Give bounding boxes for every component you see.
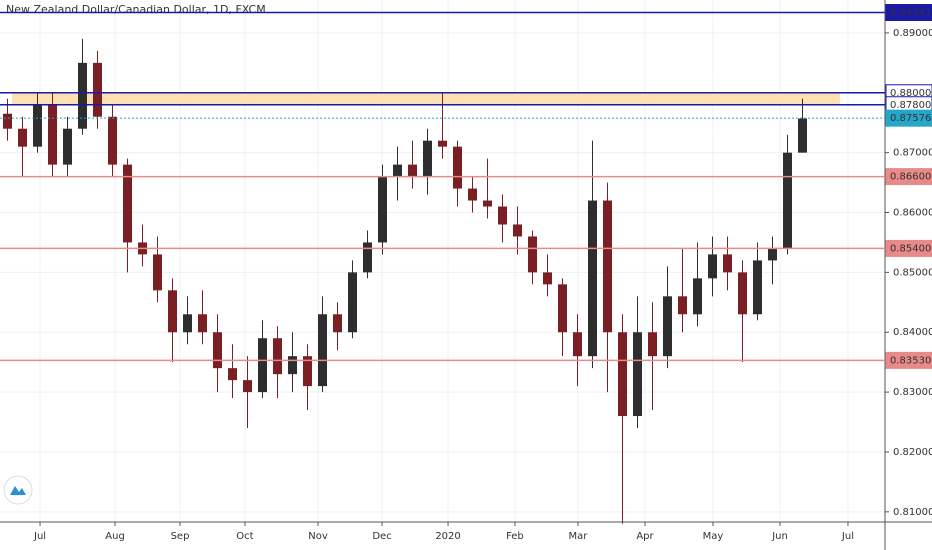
- resistance-zone: [12, 92, 840, 105]
- candle-body: [768, 248, 777, 261]
- x-tick-label: Jun: [771, 531, 788, 542]
- candle-body: [243, 380, 252, 393]
- candle-body: [498, 206, 507, 225]
- candle-body: [78, 62, 87, 129]
- chart-title: New Zealand Dollar/Canadian Dollar, 1D, …: [6, 3, 266, 16]
- level-label-bg: [885, 4, 932, 22]
- level-label: 0.89341: [890, 8, 931, 19]
- level-label: 0.87800: [890, 100, 931, 111]
- candle-body: [228, 368, 237, 381]
- candle-body: [648, 332, 657, 357]
- candle-body: [33, 104, 42, 147]
- x-tick-label: Apr: [636, 531, 654, 542]
- plot-area: [0, 0, 885, 524]
- candle-body: [573, 332, 582, 357]
- candle-body: [198, 314, 207, 333]
- candle-body: [168, 290, 177, 333]
- level-label-bg: [885, 239, 932, 257]
- candle-body: [543, 272, 552, 285]
- candle-body: [378, 176, 387, 243]
- candle-body: [723, 254, 732, 273]
- level-label: 0.85400: [890, 243, 931, 254]
- candle-body: [798, 118, 807, 153]
- level-label: 0.88000: [890, 88, 931, 99]
- candle-body: [708, 254, 717, 279]
- candle-body: [3, 113, 12, 129]
- candle-body: [423, 140, 432, 177]
- candle-body: [678, 296, 687, 315]
- x-tick-label: Mar: [569, 531, 589, 542]
- level-label: 0.86600: [890, 172, 931, 183]
- candle-body: [213, 332, 222, 369]
- candle-body: [783, 152, 792, 249]
- y-tick-label: 0.89000: [893, 28, 932, 39]
- level-label-bg: [885, 168, 932, 186]
- candle-body: [393, 164, 402, 177]
- y-tick-label: 0.82000: [893, 447, 932, 458]
- x-tick-label: May: [703, 531, 724, 542]
- level-label: 0.87576: [890, 113, 931, 124]
- candle-body: [633, 332, 642, 417]
- x-tick-label: Dec: [372, 531, 391, 542]
- y-tick-label: 0.86000: [893, 208, 932, 219]
- candle-body: [738, 272, 747, 315]
- candle-body: [408, 164, 417, 177]
- candle-body: [603, 200, 612, 333]
- candle-body: [618, 332, 627, 417]
- logo-icon: [10, 486, 26, 495]
- x-tick-label: Nov: [308, 531, 328, 542]
- level-label-bg: [885, 109, 932, 127]
- candle-body: [588, 200, 597, 357]
- candle-body: [63, 128, 72, 165]
- candle-body: [438, 140, 447, 147]
- candle-body: [333, 314, 342, 333]
- candle-body: [123, 164, 132, 243]
- candle-body: [258, 338, 267, 393]
- level-label: 0.83530: [890, 355, 931, 366]
- candle-body: [318, 314, 327, 387]
- candle-body: [558, 284, 567, 333]
- x-tick-label: 2020: [435, 531, 460, 542]
- x-tick-label: Jul: [841, 531, 854, 542]
- candle-body: [18, 128, 27, 147]
- y-tick-label: 0.83000: [893, 387, 932, 398]
- candle-body: [663, 296, 672, 357]
- candle-body: [483, 200, 492, 207]
- x-tick-label: Oct: [236, 531, 253, 542]
- candle-body: [348, 272, 357, 333]
- candle-body: [453, 146, 462, 189]
- y-tick-label: 0.84000: [893, 327, 932, 338]
- x-tick-label: Jul: [33, 531, 46, 542]
- candle-body: [183, 314, 192, 333]
- candle-body: [273, 338, 282, 375]
- candle-body: [468, 188, 477, 201]
- candle-body: [363, 242, 372, 273]
- logo: [3, 475, 33, 505]
- y-tick-label: 0.87000: [893, 148, 932, 159]
- candle-body: [288, 356, 297, 375]
- y-tick-label: 0.85000: [893, 267, 932, 278]
- level-label-bg: [885, 351, 932, 369]
- x-tick-label: Aug: [105, 531, 125, 542]
- candle-body: [108, 116, 117, 165]
- candle-body: [93, 62, 102, 117]
- x-tick-label: Sep: [171, 531, 190, 542]
- candle-body: [693, 278, 702, 315]
- candle-body: [753, 260, 762, 315]
- x-tick-label: Feb: [506, 531, 524, 542]
- candle-body: [48, 104, 57, 165]
- candle-body: [528, 236, 537, 273]
- logo-circle: [3, 475, 33, 505]
- candle-body: [153, 254, 162, 291]
- candle-body: [513, 224, 522, 237]
- candle-body: [303, 356, 312, 387]
- y-tick-label: 0.81000: [893, 507, 932, 518]
